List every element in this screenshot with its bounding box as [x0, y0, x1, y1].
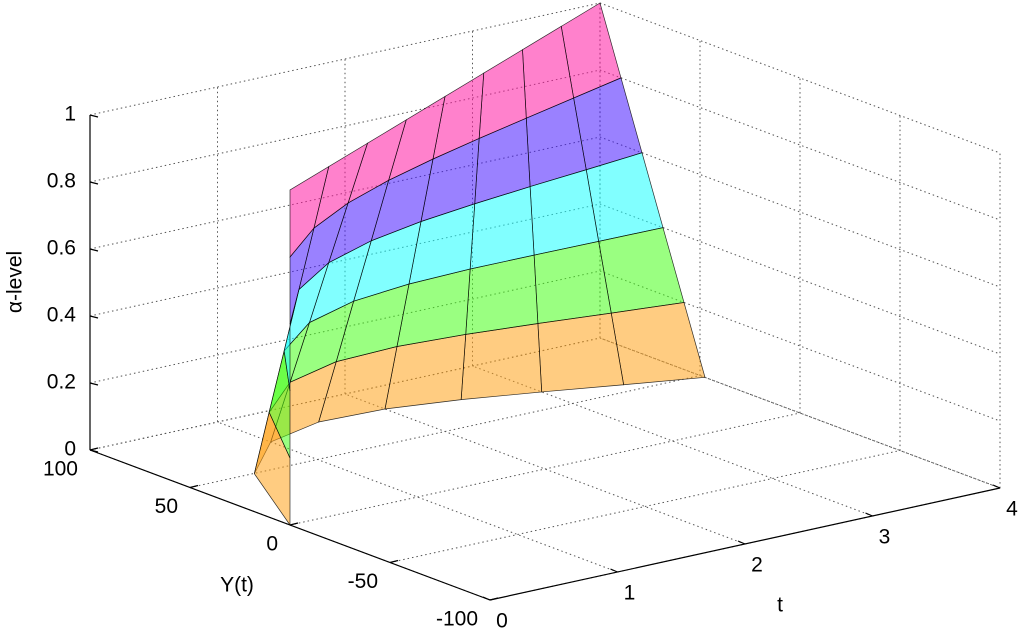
y-tick-label: 50 — [155, 495, 178, 518]
x-tick-label: 4 — [1006, 498, 1018, 521]
surface-patch — [460, 323, 543, 401]
y-tick — [89, 447, 99, 451]
z-axis-label: α-level — [4, 251, 27, 313]
y-axis-label: Y(t) — [220, 574, 254, 597]
y-tick — [189, 484, 199, 489]
surface-patch — [610, 302, 706, 386]
z-tick — [89, 315, 99, 319]
z-tick — [89, 114, 99, 118]
y-tick-label: -50 — [348, 570, 378, 593]
x-tick — [737, 540, 746, 545]
x-tick-label: 3 — [879, 526, 891, 549]
surface-patch — [537, 312, 625, 393]
x-axis-label: t — [777, 594, 783, 617]
surface-patch — [533, 240, 612, 324]
y-tick-label: 100 — [43, 458, 78, 481]
z-tick — [89, 382, 99, 386]
z-tick-label: 0.6 — [47, 237, 76, 260]
y-grid-line — [289, 78, 801, 526]
z-tick — [89, 449, 99, 453]
z-tick-label: 0.8 — [47, 170, 76, 193]
y-tick — [289, 522, 299, 526]
z-tick — [89, 181, 99, 185]
surface-patch — [289, 165, 330, 258]
z-tick — [89, 248, 99, 252]
surface-patch — [598, 227, 685, 314]
x-tick — [865, 512, 873, 517]
y-tick — [489, 597, 499, 601]
x-tick — [610, 568, 618, 573]
x-tick — [482, 596, 491, 601]
z-tick-label: 1 — [64, 103, 76, 126]
z-tick-label: 0 — [64, 438, 76, 461]
x-tick — [992, 484, 1001, 489]
x-tick-label: 2 — [751, 554, 763, 577]
z-tick-label: 0.4 — [47, 304, 77, 327]
y-tick-label: -100 — [436, 608, 478, 631]
y-tick — [389, 559, 399, 564]
x-tick-label: 0 — [496, 610, 508, 633]
y-grid-line — [389, 115, 901, 563]
x-tick-label: 1 — [624, 582, 636, 605]
y-tick-label: 0 — [266, 533, 278, 556]
z-tick-label: 0.2 — [47, 371, 76, 394]
surface-patch — [585, 152, 664, 242]
